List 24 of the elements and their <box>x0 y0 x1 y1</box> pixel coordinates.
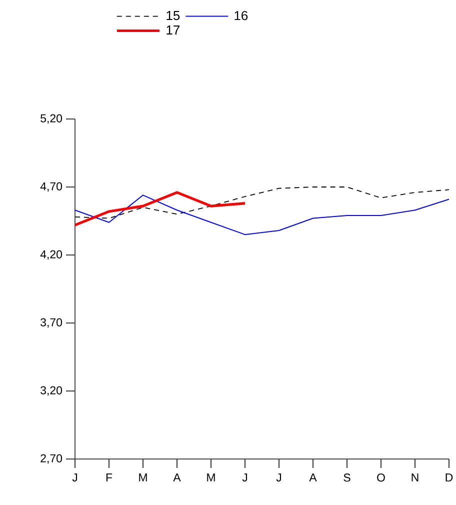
y-tick-label: 2,70 <box>40 454 62 464</box>
y-tick-label: 4,20 <box>40 250 62 260</box>
y-tick-label: 3,70 <box>40 318 62 328</box>
y-tick-label: 3,20 <box>40 386 62 396</box>
x-tick-label: N <box>412 474 418 482</box>
legend-label: 15 <box>166 11 180 20</box>
x-tick-label: M <box>139 474 147 482</box>
x-tick-label: A <box>309 474 317 482</box>
x-tick-label: A <box>173 474 181 482</box>
legend-label: 17 <box>166 26 180 34</box>
x-tick-label: D <box>446 474 453 482</box>
x-tick-label: F <box>106 474 112 482</box>
y-tick-label: 4,70 <box>40 182 62 192</box>
line-series <box>74 194 450 236</box>
x-tick-label: J <box>242 474 248 482</box>
line-series <box>74 191 246 226</box>
x-tick-label: S <box>344 474 350 482</box>
x-tick-label: J <box>72 474 78 482</box>
x-tick-label: O <box>377 474 385 482</box>
y-tick-label: 5,20 <box>40 114 62 124</box>
x-tick-label: M <box>207 474 215 482</box>
x-tick-label: J <box>276 474 282 482</box>
legend-label: 16 <box>234 10 248 20</box>
line-series <box>74 186 450 219</box>
